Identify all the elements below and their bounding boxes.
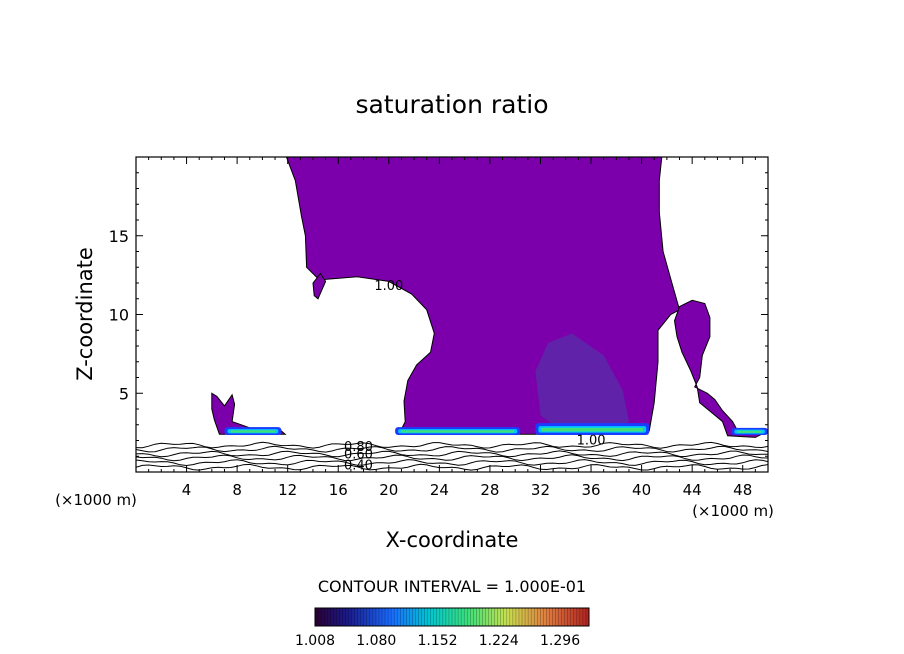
x-tick-label: 28 bbox=[480, 481, 499, 499]
chart-title: saturation ratio bbox=[355, 90, 548, 119]
y-axis-ticks: 5 10 15 bbox=[109, 172, 768, 457]
low-contour-line bbox=[136, 463, 768, 471]
y-axis-label: Z-coordinate bbox=[73, 247, 97, 381]
y-tick-label: 5 bbox=[119, 384, 129, 403]
low-contour-line bbox=[136, 459, 768, 467]
colorbar-tick-label: 1.152 bbox=[417, 633, 457, 649]
contour-label: 0.40 bbox=[344, 459, 373, 474]
y-tick-label: 15 bbox=[109, 227, 129, 246]
contour-label: 0.60 bbox=[344, 448, 373, 463]
colorbar-tick-labels: 1.008 1.080 1.152 1.224 1.296 bbox=[295, 633, 580, 649]
x-tick-label: 48 bbox=[733, 481, 752, 499]
contour-interval-text: CONTOUR INTERVAL = 1.000E-01 bbox=[318, 577, 586, 596]
low-level-band-3 bbox=[535, 423, 650, 435]
low-level-band-4 bbox=[731, 427, 768, 435]
contour-labels: 1.00 0.800.600.40 1.00 bbox=[344, 279, 606, 474]
contour-label: 1.00 bbox=[577, 434, 606, 449]
colorbar bbox=[314, 607, 590, 627]
x-tick-label: 24 bbox=[430, 481, 449, 499]
low-level-band-1 bbox=[224, 427, 282, 435]
x-tick-label: 44 bbox=[683, 481, 702, 499]
x-axis-ticks: 4 8 12 16 20 24 28 32 36 40 44 48 bbox=[148, 157, 756, 499]
right-saturated-patch bbox=[673, 299, 768, 438]
x-tick-label: 32 bbox=[531, 481, 550, 499]
colorbar-divisions bbox=[317, 608, 587, 626]
y-tick-label: 10 bbox=[109, 306, 129, 325]
colorbar-tick-label: 1.008 bbox=[295, 633, 335, 649]
plot-area bbox=[136, 157, 768, 471]
x-units-right: (×1000 m) bbox=[692, 502, 774, 520]
small-saturated-patch bbox=[312, 272, 327, 300]
contour-label: 1.00 bbox=[374, 279, 403, 294]
low-level-band-2 bbox=[395, 427, 521, 435]
colorbar-tick-label: 1.296 bbox=[540, 633, 580, 649]
colorbar-tick-label: 1.080 bbox=[356, 633, 396, 649]
low-contour-line bbox=[136, 441, 768, 449]
contour-label: 0.80 bbox=[344, 440, 373, 455]
low-contour-line bbox=[136, 450, 768, 458]
x-units-left: (×1000 m) bbox=[55, 491, 137, 509]
x-tick-label: 20 bbox=[379, 481, 398, 499]
x-tick-label: 12 bbox=[278, 481, 297, 499]
x-tick-label: 36 bbox=[581, 481, 600, 499]
enhanced-saturation-region bbox=[535, 333, 629, 435]
x-tick-label: 40 bbox=[632, 481, 651, 499]
x-tick-label: 8 bbox=[232, 481, 242, 499]
colorbar-tick-label: 1.224 bbox=[479, 633, 519, 649]
x-tick-label: 16 bbox=[329, 481, 348, 499]
low-contour-line bbox=[136, 454, 768, 462]
x-tick-label: 4 bbox=[182, 481, 192, 499]
x-axis-label: X-coordinate bbox=[386, 528, 519, 552]
low-contour-line bbox=[136, 445, 768, 453]
